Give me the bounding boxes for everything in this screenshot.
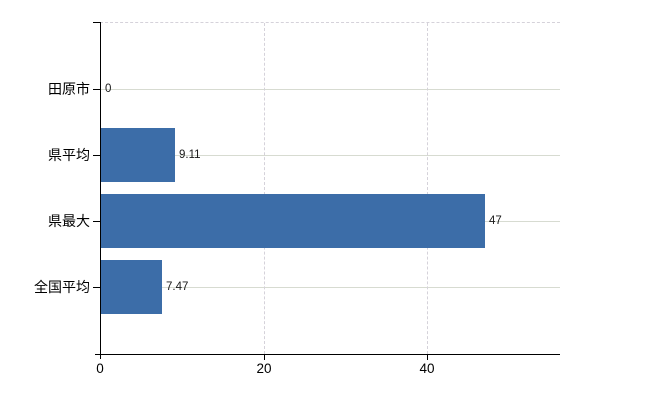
gridline-vertical — [264, 23, 265, 354]
y-axis-line — [100, 22, 101, 359]
plot-area-top-border — [100, 22, 560, 23]
x-axis-tick-label: 0 — [96, 361, 104, 376]
category-label: 県最大 — [48, 213, 90, 229]
gridline-horizontal — [101, 287, 560, 288]
y-axis-top-tick — [93, 22, 100, 23]
x-axis-line — [95, 354, 560, 355]
y-axis-tick — [93, 221, 100, 222]
y-axis-tick — [93, 287, 100, 288]
bar — [101, 194, 485, 248]
value-label: 9.11 — [179, 149, 201, 161]
gridline-horizontal — [101, 155, 560, 156]
x-axis-tick-label: 40 — [419, 361, 435, 376]
x-axis-tick — [427, 355, 428, 360]
category-label: 全国平均 — [34, 279, 90, 295]
gridline-vertical — [427, 23, 428, 354]
gridline-horizontal — [101, 89, 560, 90]
value-label: 7.47 — [166, 281, 189, 293]
value-label: 0 — [105, 83, 112, 95]
value-label: 47 — [489, 215, 502, 227]
y-axis-tick — [93, 89, 100, 90]
category-label: 県平均 — [48, 147, 90, 163]
category-label: 田原市 — [48, 81, 90, 97]
x-axis-tick-label: 20 — [256, 361, 272, 376]
bar — [101, 128, 175, 182]
bar — [101, 260, 162, 314]
x-axis-tick — [264, 355, 265, 360]
y-axis-tick — [93, 155, 100, 156]
